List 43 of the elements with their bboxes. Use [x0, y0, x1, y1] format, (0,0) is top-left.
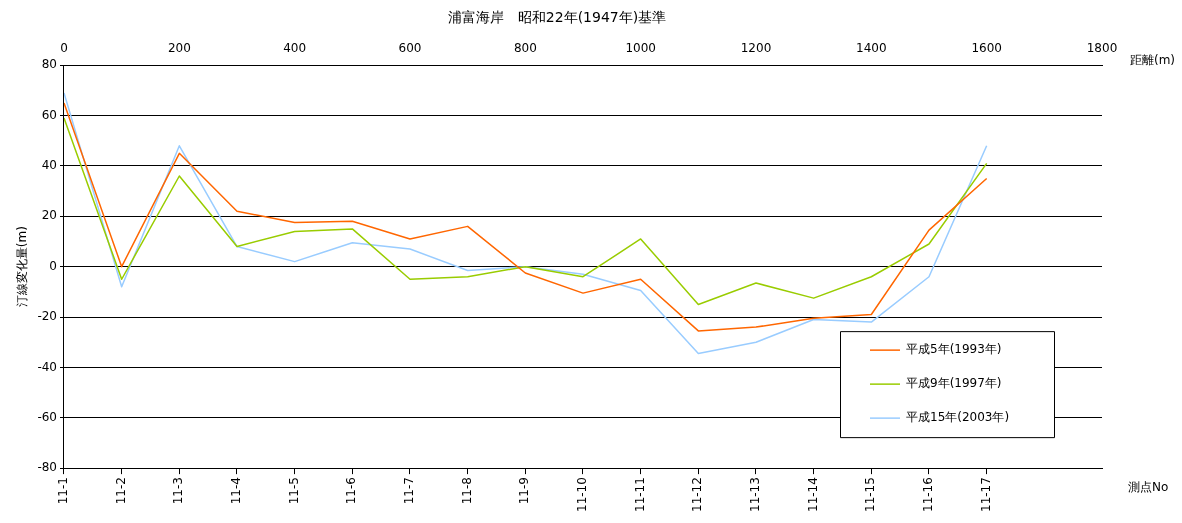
- y-tick-label: -40: [37, 359, 57, 374]
- x2-tick-label: 1000: [625, 41, 656, 56]
- x-tick-label: 11-3: [171, 477, 186, 505]
- y-tick-label: -80: [37, 460, 57, 475]
- x2-tick-label: 600: [398, 41, 422, 56]
- x-tick-label: 11-16: [921, 477, 936, 513]
- x-tick-label: 11-5: [286, 477, 301, 505]
- x-tick-label: 11-9: [517, 477, 532, 505]
- x2-tick-label: 400: [283, 41, 307, 56]
- x-tick-label: 11-14: [805, 477, 820, 513]
- chart-title: 浦富海岸 昭和22年(1947年)基準: [447, 9, 667, 26]
- y-tick-label: -60: [37, 409, 57, 424]
- x-axis-title: 測点No: [1128, 480, 1169, 495]
- legend-label: 平成9年(1997年): [906, 376, 1002, 391]
- x-tick-label: 11-15: [863, 477, 878, 513]
- x-tick-label: 11-4: [229, 477, 244, 505]
- x-tick-label: 11-6: [344, 477, 359, 505]
- x-tick-label: 11-2: [113, 477, 128, 505]
- x-tick-label: 11-11: [632, 477, 647, 513]
- x2-tick-label: 1200: [740, 41, 772, 56]
- y-axis-title: 汀線変化量(m): [15, 226, 30, 308]
- y-tick-label: 20: [41, 208, 57, 223]
- y-tick-label: 80: [41, 57, 57, 72]
- x2-tick-label: 0: [60, 41, 68, 56]
- y-tick-label: -20: [37, 309, 57, 324]
- x-tick-label: 11-7: [402, 477, 417, 505]
- x-tick-label: 11-8: [459, 477, 474, 505]
- legend-label: 平成15年(2003年): [906, 410, 1010, 425]
- x2-tick-label: 800: [513, 41, 537, 56]
- x2-tick-label: 200: [167, 41, 191, 56]
- x2-axis-title: 距離(m): [1130, 53, 1176, 68]
- legend-label: 平成5年(1993年): [906, 342, 1002, 357]
- y-tick-label: 40: [41, 158, 57, 173]
- x2-tick-label: 1600: [971, 41, 1002, 56]
- x-tick-label: 11-10: [575, 477, 590, 513]
- x-tick-label: 11-12: [690, 477, 705, 513]
- x2-tick-label: 1800: [1086, 41, 1118, 56]
- y-tick-label: 0: [49, 258, 57, 273]
- x-tick-label: 11-13: [748, 477, 763, 513]
- y-tick-label: 60: [41, 107, 57, 122]
- x2-tick-label: 1400: [856, 41, 887, 56]
- x-tick-label: 11-17: [978, 477, 993, 513]
- x-tick-label: 11-1: [56, 477, 71, 505]
